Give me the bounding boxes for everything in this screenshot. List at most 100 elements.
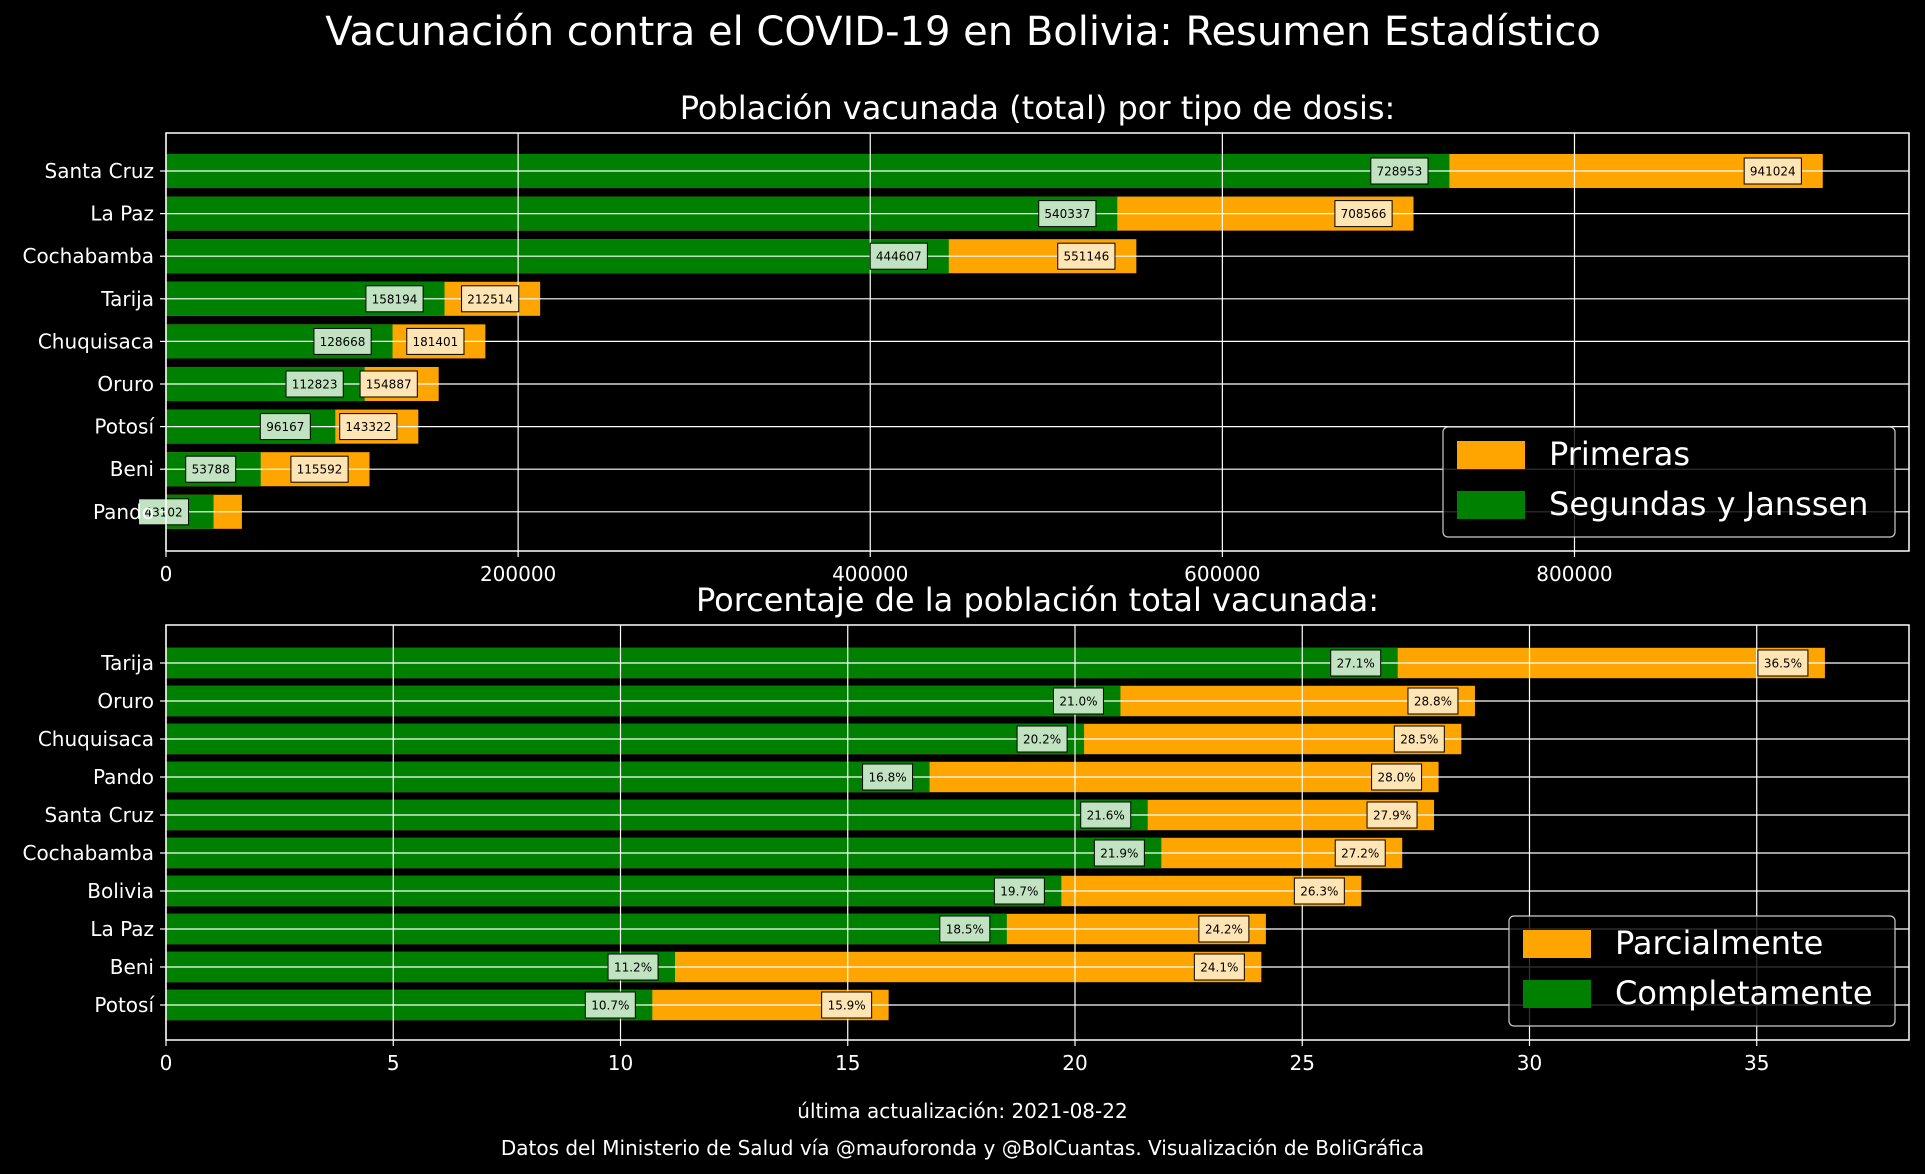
label-completo-box — [1080, 801, 1132, 829]
label-parcial-box — [1334, 839, 1386, 867]
label-parcial: 28.0% — [1378, 771, 1416, 785]
label-parcial: 36.5% — [1764, 657, 1802, 671]
label-completo: 728953 — [1376, 165, 1422, 179]
label-completo: 128668 — [320, 335, 366, 349]
label-parcial-box — [1407, 687, 1459, 715]
label-parcial-box — [339, 413, 398, 441]
label-completo: 19.7% — [1000, 885, 1038, 899]
label-completo-box — [1038, 200, 1097, 228]
label-parcial: 24.1% — [1200, 961, 1238, 975]
legend-label: Completamente — [1615, 974, 1873, 1012]
label-completo-box — [1093, 839, 1145, 867]
ytick-label: La Paz — [90, 202, 154, 226]
chart-percentage: Porcentaje de la población total vacunad… — [22, 581, 1910, 1075]
label-completo: 540337 — [1044, 207, 1090, 221]
legend-swatch — [1457, 491, 1525, 519]
xtick-label: 0 — [160, 1051, 173, 1075]
label-completo: 27.1% — [1337, 657, 1375, 671]
label-parcial: 15.9% — [828, 999, 866, 1013]
label-completo: 96167 — [266, 420, 304, 434]
chart-title: Porcentaje de la población total vacunad… — [696, 581, 1379, 619]
label-parcial: 143322 — [345, 420, 391, 434]
label-parcial: 551146 — [1063, 250, 1109, 264]
ytick-label: Potosí — [94, 415, 155, 439]
footer-updated: última actualización: 2021-08-22 — [797, 1099, 1128, 1123]
label-parcial-box — [1366, 801, 1418, 829]
label-completo-box — [607, 953, 659, 981]
label-completo: 10.7% — [591, 999, 629, 1013]
label-completo-box — [939, 915, 991, 943]
ytick-label: Oruro — [97, 689, 154, 713]
label-completo: 21.6% — [1087, 809, 1125, 823]
ytick-label: La Paz — [90, 917, 154, 941]
label-completo: 53788 — [192, 463, 230, 477]
label-parcial-box — [1393, 725, 1445, 753]
label-parcial-box — [1371, 763, 1423, 791]
label-completo-box — [1370, 157, 1429, 185]
chart-doses-total: Población vacunada (total) por tipo de d… — [22, 89, 1910, 586]
label-completo-box — [862, 763, 914, 791]
xtick-label: 20 — [1062, 1051, 1087, 1075]
label-completo: 112823 — [292, 378, 338, 392]
label-parcial-box — [821, 991, 873, 1019]
legend-swatch — [1523, 930, 1591, 958]
label-parcial-box — [290, 455, 349, 483]
ytick-label: Beni — [110, 955, 154, 979]
label-parcial-box — [1757, 649, 1809, 677]
label-parcial: 212514 — [467, 292, 513, 306]
label-parcial-box — [406, 327, 465, 355]
footer-credit: Datos del Ministerio de Salud vía @maufo… — [500, 1136, 1425, 1160]
xtick-label: 600000 — [1184, 562, 1260, 586]
ytick-label: Santa Cruz — [45, 159, 154, 183]
ytick-label: Potosí — [94, 993, 155, 1017]
label-parcial: 181401 — [412, 335, 458, 349]
label-completo-box — [185, 455, 237, 483]
label-parcial-box — [359, 370, 418, 398]
label-parcial-box — [1193, 953, 1245, 981]
ytick-label: Bolivia — [87, 879, 154, 903]
ytick-label: Cochabamba — [22, 841, 154, 865]
xtick-label: 15 — [835, 1051, 860, 1075]
ytick-label: Tarija — [100, 651, 154, 675]
label-parcial: 28.5% — [1400, 733, 1438, 747]
label-parcial-box — [1743, 157, 1802, 185]
label-parcial-box — [461, 285, 520, 313]
ytick-label: Cochabamba — [22, 244, 154, 268]
xtick-label: 10 — [608, 1051, 633, 1075]
label-completo: 16.8% — [868, 771, 906, 785]
legend — [1442, 426, 1896, 538]
label-completo: 444607 — [876, 250, 922, 264]
label-completo-box — [1052, 687, 1104, 715]
ytick-label: Tarija — [100, 287, 154, 311]
xtick-label: 35 — [1744, 1051, 1769, 1075]
xtick-label: 5 — [387, 1051, 400, 1075]
label-completo-box — [313, 327, 372, 355]
legend-swatch — [1523, 980, 1591, 1008]
label-completo-box — [138, 498, 190, 526]
label-completo: 158194 — [372, 292, 418, 306]
chart-title: Población vacunada (total) por tipo de d… — [680, 89, 1396, 127]
axes-frame — [165, 624, 1910, 1041]
xtick-label: 400000 — [832, 562, 908, 586]
label-parcial: 708566 — [1341, 207, 1387, 221]
label-parcial-box — [1198, 915, 1250, 943]
ytick-label: Chuquisaca — [38, 727, 154, 751]
ytick-label: Pando — [93, 765, 154, 789]
label-completo: 21.0% — [1059, 695, 1097, 709]
ytick-label: Pando — [93, 500, 154, 524]
label-completo: 18.5% — [946, 923, 984, 937]
label-parcial: 27.2% — [1341, 847, 1379, 861]
legend-swatch — [1457, 441, 1525, 469]
label-completo-box — [1330, 649, 1382, 677]
label-completo: 11.2% — [614, 961, 652, 975]
label-parcial: 26.3% — [1300, 885, 1338, 899]
label-completo: 20.2% — [1023, 733, 1061, 747]
ytick-label: Beni — [110, 457, 154, 481]
label-parcial: 154887 — [366, 378, 412, 392]
label-completo-box — [365, 285, 424, 313]
label-parcial-box — [1293, 877, 1345, 905]
ytick-label: Chuquisaca — [38, 329, 154, 353]
xtick-label: 200000 — [480, 562, 556, 586]
label-parcial: 941024 — [1750, 165, 1796, 179]
